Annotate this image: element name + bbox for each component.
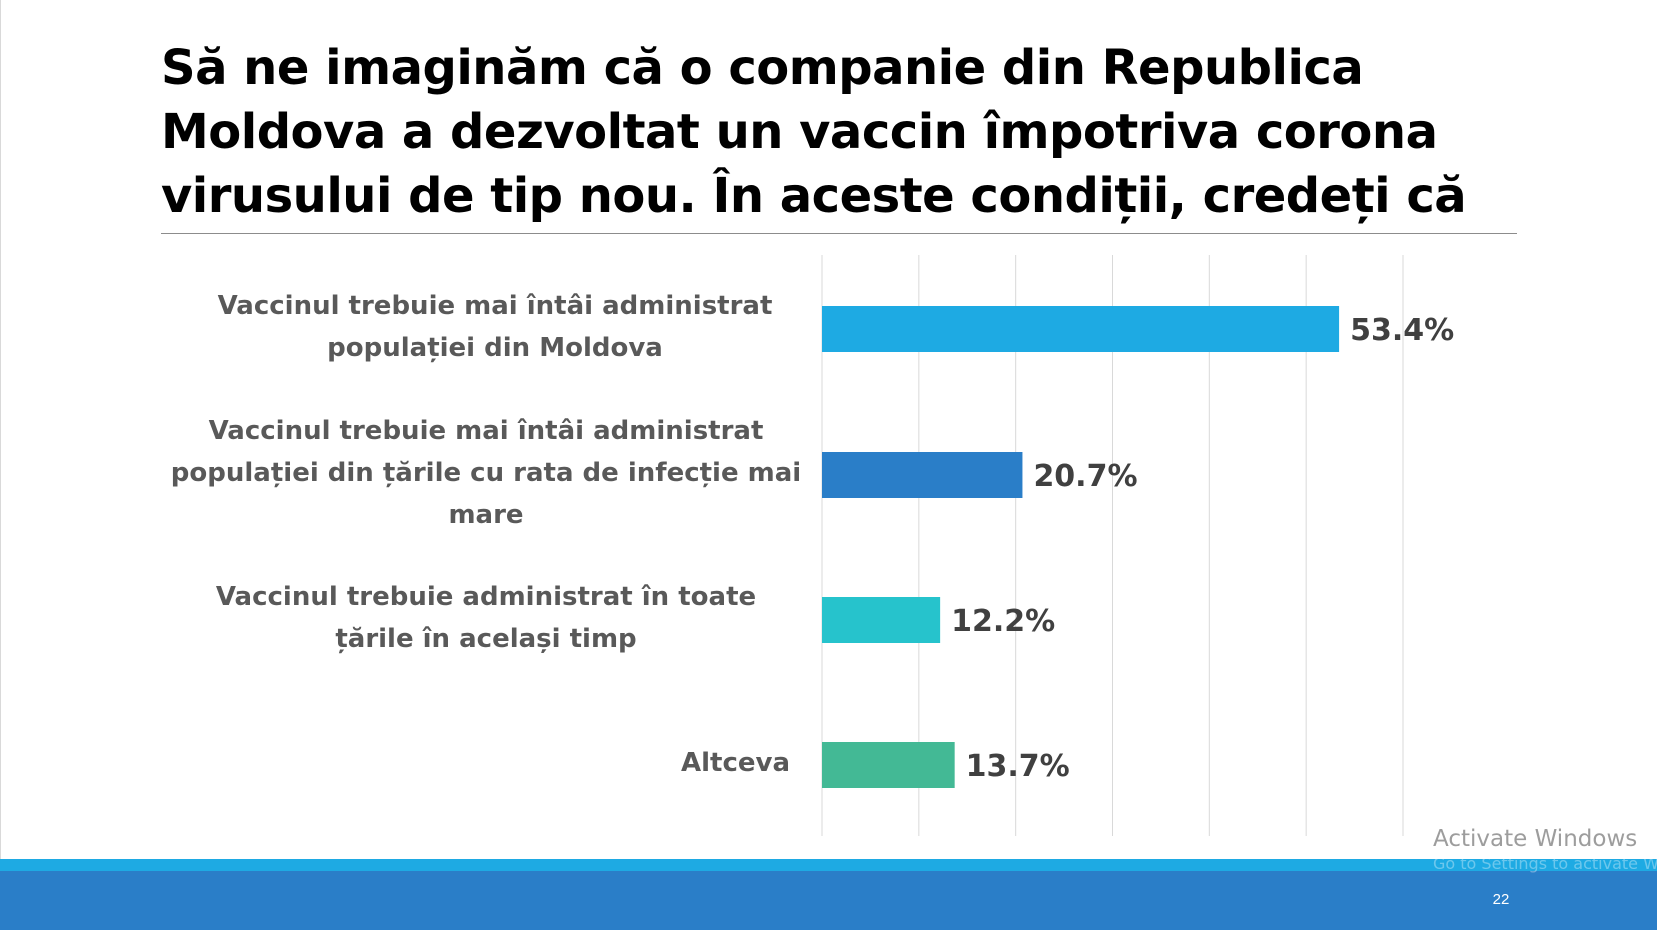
bar-3 [822,597,941,643]
bar-2 [822,452,1023,498]
watermark-line-1: Activate Windows [1433,826,1638,852]
title-divider [161,233,1517,234]
bar-4 [822,742,955,788]
slide-title: Să ne imaginăm că o companie din Republi… [161,40,1467,224]
activation-watermark: Activate Windows Go to Settings to activ… [1433,825,1657,875]
footer-bar [0,871,1657,930]
watermark-line-2: Go to Settings to activate Windows. [1433,854,1657,873]
data-label-4: 13.7% [966,749,1070,784]
category-label-2: Vaccinul trebuie mai întâi administrat p… [170,416,802,530]
bar-chart: 53.4% 20.7% 12.2% 13.7% [821,255,1454,836]
category-label-3: Vaccinul trebuie administrat în toate ță… [215,582,757,654]
category-label-1: Vaccinul trebuie mai întâi administrat p… [217,291,773,363]
bar-1 [822,306,1340,352]
data-label-2: 20.7% [1033,459,1137,494]
data-label-1: 53.4% [1350,313,1454,348]
footer-accent-bar [0,859,1657,871]
page-number: 22 [1492,891,1510,908]
category-label-4: Altceva [680,748,790,778]
data-label-3: 12.2% [951,604,1055,639]
slide-border [0,0,1,860]
